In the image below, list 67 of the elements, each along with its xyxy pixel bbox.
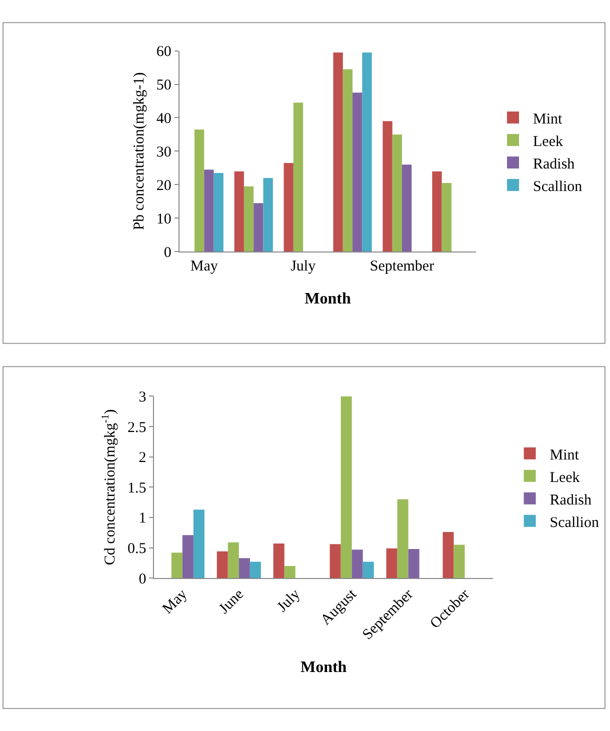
bar [362, 562, 374, 578]
bar [352, 92, 362, 252]
y-tick-label: 40 [156, 110, 172, 127]
bar [408, 549, 420, 578]
bar [397, 499, 408, 578]
y-tick-label: 60 [156, 44, 172, 60]
bar [284, 162, 294, 252]
bar [171, 552, 182, 578]
bar [392, 134, 402, 252]
y-tick-label: 0.5 [127, 541, 146, 558]
y-tick-label: 0 [164, 244, 172, 261]
y-tick-label: 20 [156, 178, 172, 194]
bar [254, 203, 264, 252]
bar [340, 396, 352, 578]
bar [263, 178, 273, 252]
bar [362, 52, 372, 252]
x-tick-label: May [190, 258, 218, 275]
x-tick-label: July [290, 258, 316, 275]
bar [194, 129, 204, 252]
bar [386, 548, 398, 578]
bar [333, 52, 343, 252]
bar [342, 69, 353, 252]
legend-label: Leek [550, 470, 580, 486]
bar [454, 544, 465, 578]
legend-label: Leek [533, 134, 564, 150]
legend-label: Radish [533, 156, 576, 172]
bar [284, 566, 296, 578]
x-axis-title: Month [304, 290, 352, 308]
bar [432, 171, 442, 252]
bar [293, 102, 304, 252]
y-tick-label: 30 [156, 144, 172, 160]
x-tick-label: June [216, 586, 248, 618]
bar [228, 542, 239, 578]
legend-label: Mint [533, 111, 564, 128]
bar [250, 562, 261, 578]
legend-label: Scallion [550, 514, 600, 531]
y-tick-label: 10 [156, 211, 172, 228]
bar [193, 510, 204, 578]
x-tick-label: May [160, 586, 191, 618]
x-tick-label: July [274, 586, 304, 616]
bar [244, 186, 254, 252]
y-tick-label: 2.5 [127, 420, 146, 436]
bar [330, 544, 341, 578]
bar [402, 164, 412, 252]
bar [442, 532, 454, 578]
y-tick-label: 1 [138, 510, 146, 527]
bar [382, 121, 392, 252]
y-tick-label: 1.5 [127, 480, 146, 496]
bar [182, 535, 194, 578]
bar [273, 544, 284, 578]
y-tick-label: 3 [138, 389, 146, 406]
y-tick-label: 50 [156, 78, 172, 94]
y-tick-label: 0 [138, 571, 146, 588]
y-tick-label: 2 [138, 450, 146, 466]
bar [442, 183, 452, 252]
bar [204, 170, 214, 252]
y-axis-title: Pb concentration(mgkg-1) [132, 72, 148, 230]
bar [214, 173, 224, 252]
bar [238, 558, 250, 578]
legend-label: Radish [550, 492, 592, 508]
bar [216, 551, 228, 578]
x-tick-label: September [370, 258, 434, 275]
legend-label: Mint [550, 447, 580, 464]
bar [234, 171, 244, 252]
legend-label: Scallion [533, 178, 583, 195]
x-axis-title: Month [300, 658, 347, 676]
bar [352, 550, 363, 578]
